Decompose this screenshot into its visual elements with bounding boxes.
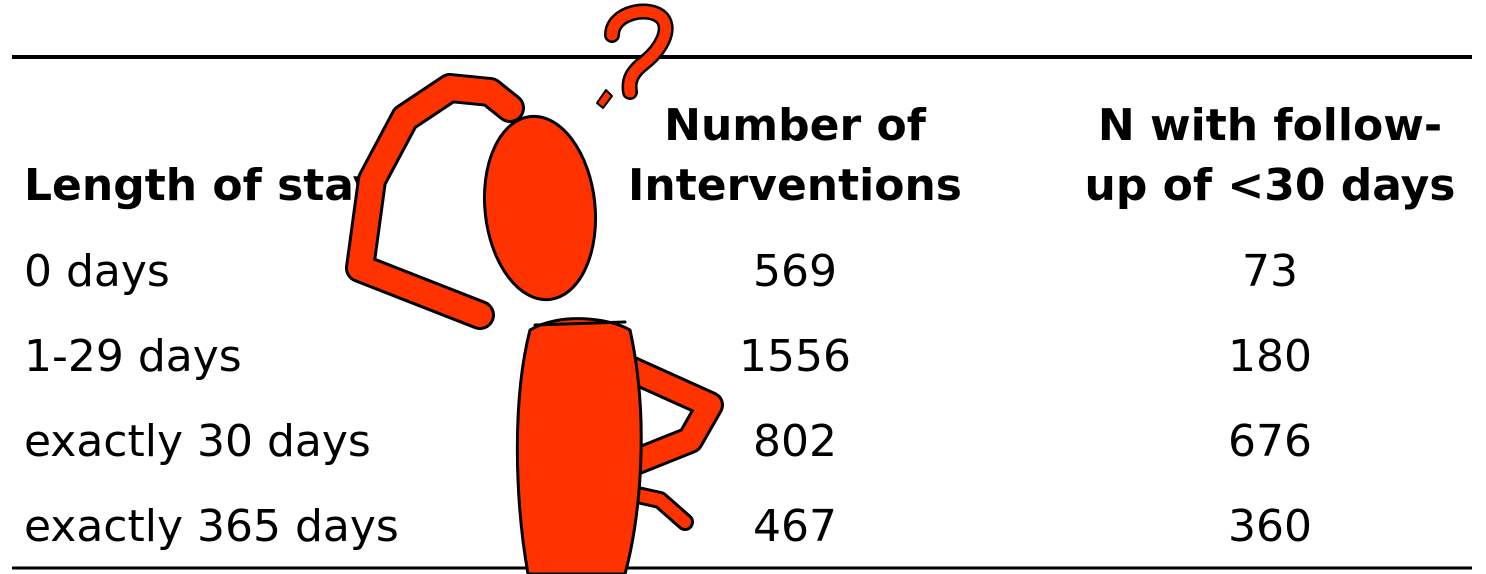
question-dot	[597, 90, 612, 108]
body	[517, 319, 641, 574]
thinking-figure	[360, 12, 710, 574]
table-cell: 360	[1228, 501, 1312, 552]
slide: Length of stay Number of Interventions N wi…	[0, 0, 1486, 574]
header-cell: Number of	[664, 100, 927, 151]
page: Length of stay Number of Interventions N wi…	[0, 0, 1486, 574]
table-cell: 180	[1228, 331, 1312, 382]
table-cell: 1-29 days	[24, 331, 242, 382]
table-cell: 0 days	[24, 246, 170, 297]
header-cell: Interventions	[628, 160, 962, 211]
table-cell: 802	[753, 416, 837, 467]
header-cell: up of <30 days	[1085, 160, 1456, 211]
table-cell: exactly 30 days	[24, 416, 371, 467]
table: Length of stay Number of Interventions N wi…	[24, 100, 1455, 552]
table-cell: 1556	[739, 331, 851, 382]
header-cell: N with follow-	[1098, 100, 1442, 151]
table-cell: 467	[753, 501, 837, 552]
table-cell: exactly 365 days	[24, 501, 399, 552]
table-cell: 73	[1242, 246, 1298, 297]
head	[476, 111, 605, 305]
header-cell: Length of stay	[24, 160, 381, 211]
table-cell: 569	[753, 246, 837, 297]
table-cell: 676	[1228, 416, 1312, 467]
